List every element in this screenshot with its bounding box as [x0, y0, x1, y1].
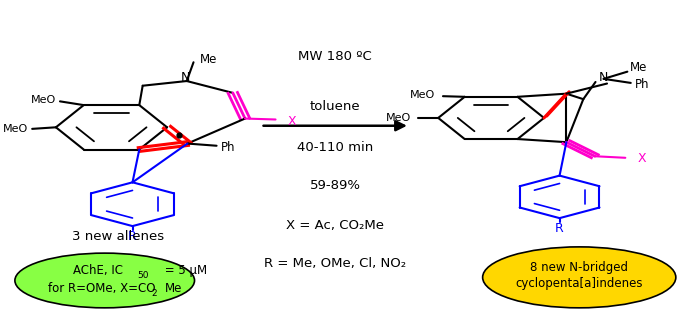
Text: Me: Me [165, 282, 182, 295]
Text: X: X [288, 115, 296, 127]
Text: 2: 2 [151, 289, 157, 298]
Text: 59-89%: 59-89% [310, 179, 361, 192]
Text: MeO: MeO [386, 113, 412, 123]
Text: MW 180 ºC: MW 180 ºC [299, 51, 372, 63]
Text: Ph: Ph [635, 78, 649, 91]
Text: Me: Me [200, 53, 217, 66]
Text: X: X [637, 152, 646, 165]
Text: 50: 50 [138, 271, 149, 280]
Text: for R=OMe, X=CO: for R=OMe, X=CO [47, 282, 155, 295]
Text: Me: Me [630, 61, 647, 74]
Ellipse shape [483, 247, 676, 308]
Text: X = Ac, CO₂Me: X = Ac, CO₂Me [286, 219, 384, 232]
Text: Ph: Ph [221, 141, 236, 154]
Text: 40-110 min: 40-110 min [297, 141, 373, 154]
Text: R: R [128, 230, 137, 243]
Text: MeO: MeO [3, 124, 28, 134]
Text: MeO: MeO [410, 90, 435, 100]
Text: N: N [599, 71, 608, 84]
Text: R: R [556, 222, 564, 235]
Text: AChE, IC: AChE, IC [73, 264, 123, 277]
Text: = 5 μM: = 5 μM [161, 264, 207, 277]
Text: toluene: toluene [310, 100, 360, 113]
Ellipse shape [15, 253, 195, 308]
Text: MeO: MeO [30, 95, 55, 106]
Text: N: N [181, 71, 190, 84]
Text: 8 new N-bridged: 8 new N-bridged [530, 262, 628, 274]
Text: 3 new allenes: 3 new allenes [72, 230, 164, 243]
Text: cyclopenta[a]indenes: cyclopenta[a]indenes [516, 277, 643, 290]
Text: R = Me, OMe, Cl, NO₂: R = Me, OMe, Cl, NO₂ [264, 257, 406, 270]
